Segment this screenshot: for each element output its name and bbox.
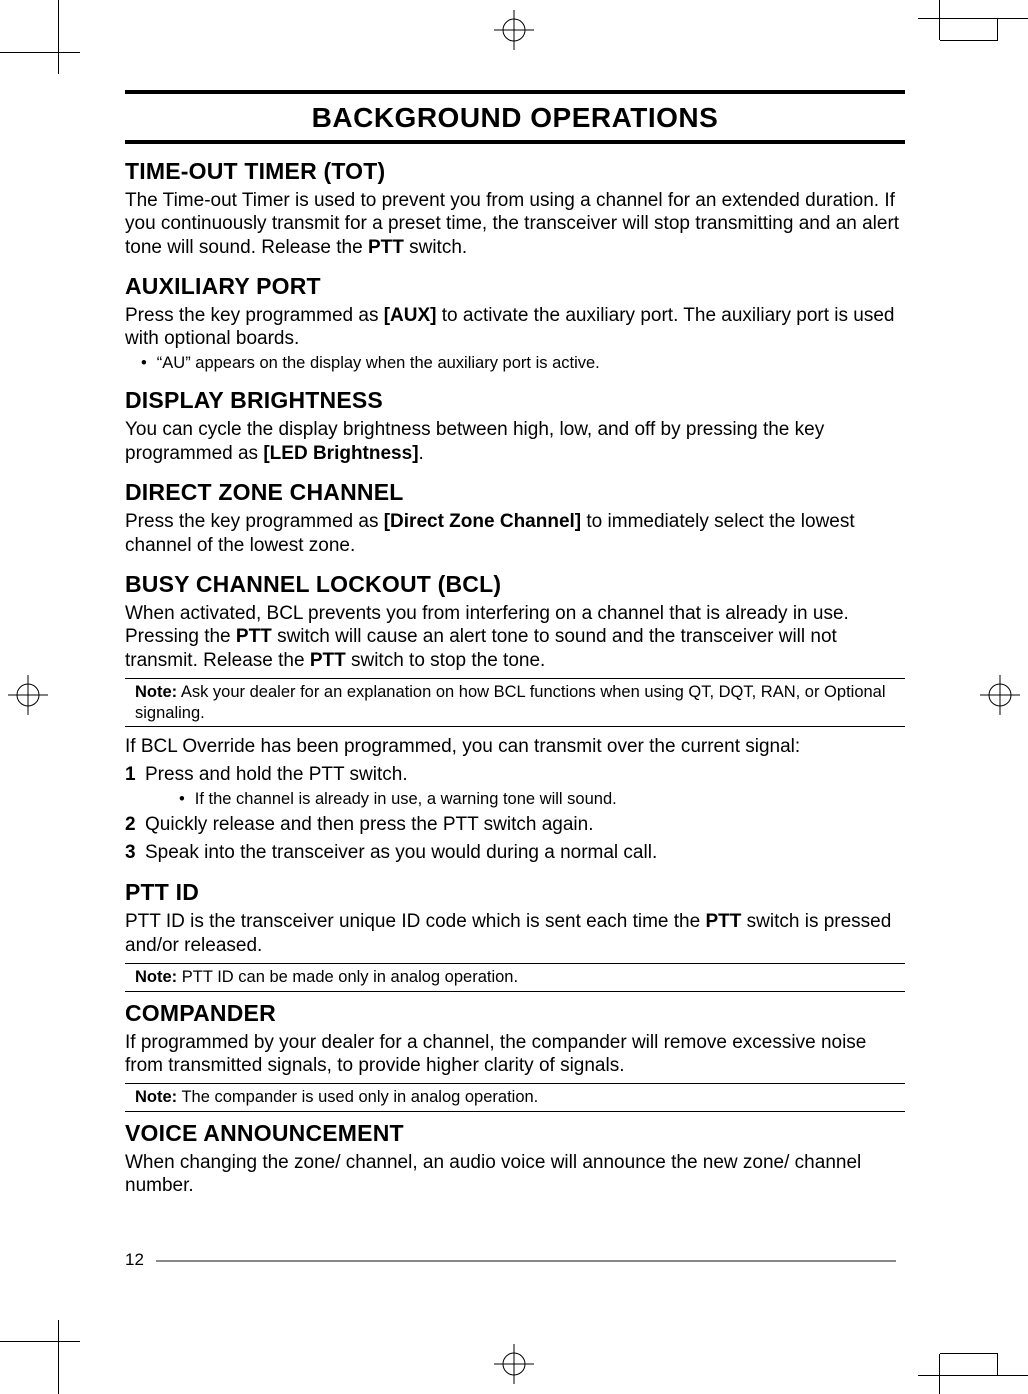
text: Press the key programmed as — [125, 511, 384, 532]
text: switch. — [404, 237, 467, 258]
note-text: The compander is used only in analog ope… — [177, 1088, 538, 1106]
registration-mark-left — [8, 675, 48, 715]
registration-mark-top — [494, 10, 534, 50]
bold-text: PTT — [705, 911, 741, 932]
section-heading-voice: VOICE ANNOUNCEMENT — [125, 1120, 905, 1147]
note-text: Ask your dealer for an explanation on ho… — [135, 683, 886, 722]
note-label: Note: — [135, 1088, 177, 1106]
note-text: PTT ID can be made only in analog operat… — [177, 968, 518, 986]
bold-text: PTT — [310, 650, 346, 671]
bcl-steps: Press and hold the PTT switch. If the ch… — [125, 763, 905, 866]
section-heading-tot: TIME-OUT TIMER (TOT) — [125, 158, 905, 185]
list-item: “AU” appears on the display when the aux… — [141, 353, 905, 374]
text: The Time-out Timer is used to prevent yo… — [125, 190, 899, 258]
bcl-note: Note: Ask your dealer for an explanation… — [125, 678, 905, 727]
text: switch again. — [478, 814, 593, 835]
dzc-paragraph: Press the key programmed as [Direct Zone… — [125, 510, 905, 557]
section-heading-dzc: DIRECT ZONE CHANNEL — [125, 479, 905, 506]
bold-text: [LED Brightness] — [263, 443, 418, 464]
text: . — [419, 443, 424, 464]
list-item: If the channel is already in use, a warn… — [179, 789, 905, 810]
note-label: Note: — [135, 683, 177, 701]
bold-text: [Direct Zone Channel] — [384, 511, 581, 532]
footer-bar — [156, 1260, 896, 1262]
step-sub-bullets: If the channel is already in use, a warn… — [163, 789, 905, 810]
text: Quickly release and then press the — [145, 814, 443, 835]
bcl-paragraph-1: When activated, BCL prevents you from in… — [125, 602, 905, 672]
text: PTT ID is the transceiver unique ID code… — [125, 911, 705, 932]
pttid-paragraph: PTT ID is the transceiver unique ID code… — [125, 910, 905, 957]
display-paragraph: You can cycle the display brightness bet… — [125, 418, 905, 465]
text: switch. — [344, 764, 407, 785]
registration-mark-right — [980, 675, 1020, 715]
text: switch to stop the tone. — [346, 650, 546, 671]
page-footer: 12 — [125, 1250, 905, 1270]
section-heading-bcl: BUSY CHANNEL LOCKOUT (BCL) — [125, 571, 905, 598]
page-content: BACKGROUND OPERATIONS TIME-OUT TIMER (TO… — [125, 90, 905, 1200]
section-heading-pttid: PTT ID — [125, 879, 905, 906]
section-heading-compander: COMPANDER — [125, 1000, 905, 1027]
aux-bullets: “AU” appears on the display when the aux… — [125, 353, 905, 374]
section-heading-aux: AUXILIARY PORT — [125, 273, 905, 300]
bold-text: PTT — [309, 764, 345, 785]
tot-paragraph: The Time-out Timer is used to prevent yo… — [125, 189, 905, 259]
text: You can cycle the display brightness bet… — [125, 419, 824, 463]
aux-paragraph: Press the key programmed as [AUX] to act… — [125, 304, 905, 351]
text: Press the key programmed as — [125, 305, 384, 326]
pttid-note: Note: PTT ID can be made only in analog … — [125, 963, 905, 992]
voice-paragraph: When changing the zone/ channel, an audi… — [125, 1151, 905, 1198]
bold-text: PTT — [236, 626, 272, 647]
bold-text: PTT — [443, 814, 479, 835]
registration-mark-bottom — [494, 1344, 534, 1384]
title-rule-top — [125, 90, 905, 94]
bold-text: [AUX] — [384, 305, 437, 326]
section-heading-display: DISPLAY BRIGHTNESS — [125, 387, 905, 414]
bcl-paragraph-2: If BCL Override has been programmed, you… — [125, 735, 905, 758]
step-item: Speak into the transceiver as you would … — [125, 841, 905, 866]
step-item: Quickly release and then press the PTT s… — [125, 813, 905, 838]
compander-paragraph: If programmed by your dealer for a chann… — [125, 1031, 905, 1078]
note-label: Note: — [135, 968, 177, 986]
text: Press and hold the — [145, 764, 309, 785]
page-title: BACKGROUND OPERATIONS — [125, 100, 905, 140]
title-rule-bottom — [125, 140, 905, 144]
step-item: Press and hold the PTT switch. If the ch… — [125, 763, 905, 810]
compander-note: Note: The compander is used only in anal… — [125, 1083, 905, 1112]
page-number: 12 — [125, 1250, 144, 1269]
bold-text: PTT — [368, 237, 404, 258]
